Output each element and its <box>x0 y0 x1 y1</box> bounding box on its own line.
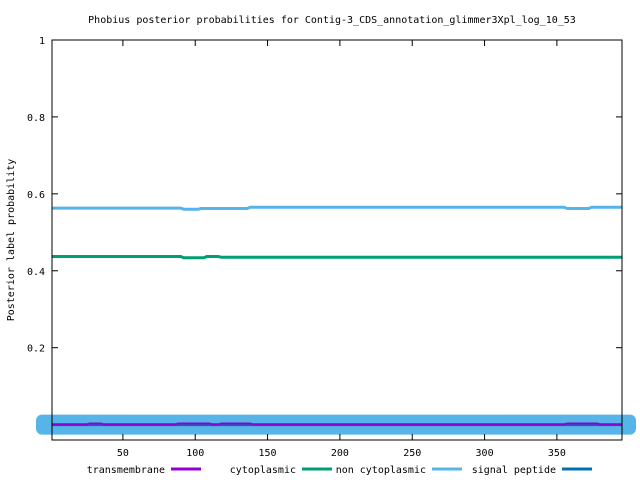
series-line-non-cytoplasmic <box>52 205 622 211</box>
x-tick-label: 100 <box>186 448 204 459</box>
series-line-transmembrane <box>52 422 622 426</box>
x-tick-label: 200 <box>331 448 349 459</box>
y-tick-label: 0.6 <box>27 190 45 201</box>
legend-label-transmembrane: transmembrane <box>87 465 165 476</box>
x-tick-label: 250 <box>403 448 421 459</box>
y-tick-label: 0.4 <box>27 267 45 278</box>
series-line-cytoplasmic <box>52 255 622 260</box>
x-tick-label: 350 <box>548 448 566 459</box>
y-tick-label: 0.2 <box>27 344 45 355</box>
legend: transmembrane cytoplasmic non cytoplasmic s… <box>87 465 592 476</box>
chart-title: Phobius posterior probabilities for Cont… <box>88 15 576 26</box>
y-tick-label: 1 <box>39 36 45 47</box>
y-tick-label: 0.8 <box>27 113 45 124</box>
x-tick-label: 50 <box>117 448 129 459</box>
x-tick-label: 300 <box>476 448 494 459</box>
x-tick-label: 150 <box>259 448 277 459</box>
series-layer <box>52 205 622 427</box>
legend-label-signal-peptide: signal peptide <box>472 465 556 476</box>
legend-label-cytoplasmic: cytoplasmic <box>230 465 296 476</box>
plot-frame <box>51 39 623 441</box>
y-axis-label: Posterior label probability <box>6 159 17 322</box>
legend-label-non-cytoplasmic: non cytoplasmic <box>336 465 426 476</box>
